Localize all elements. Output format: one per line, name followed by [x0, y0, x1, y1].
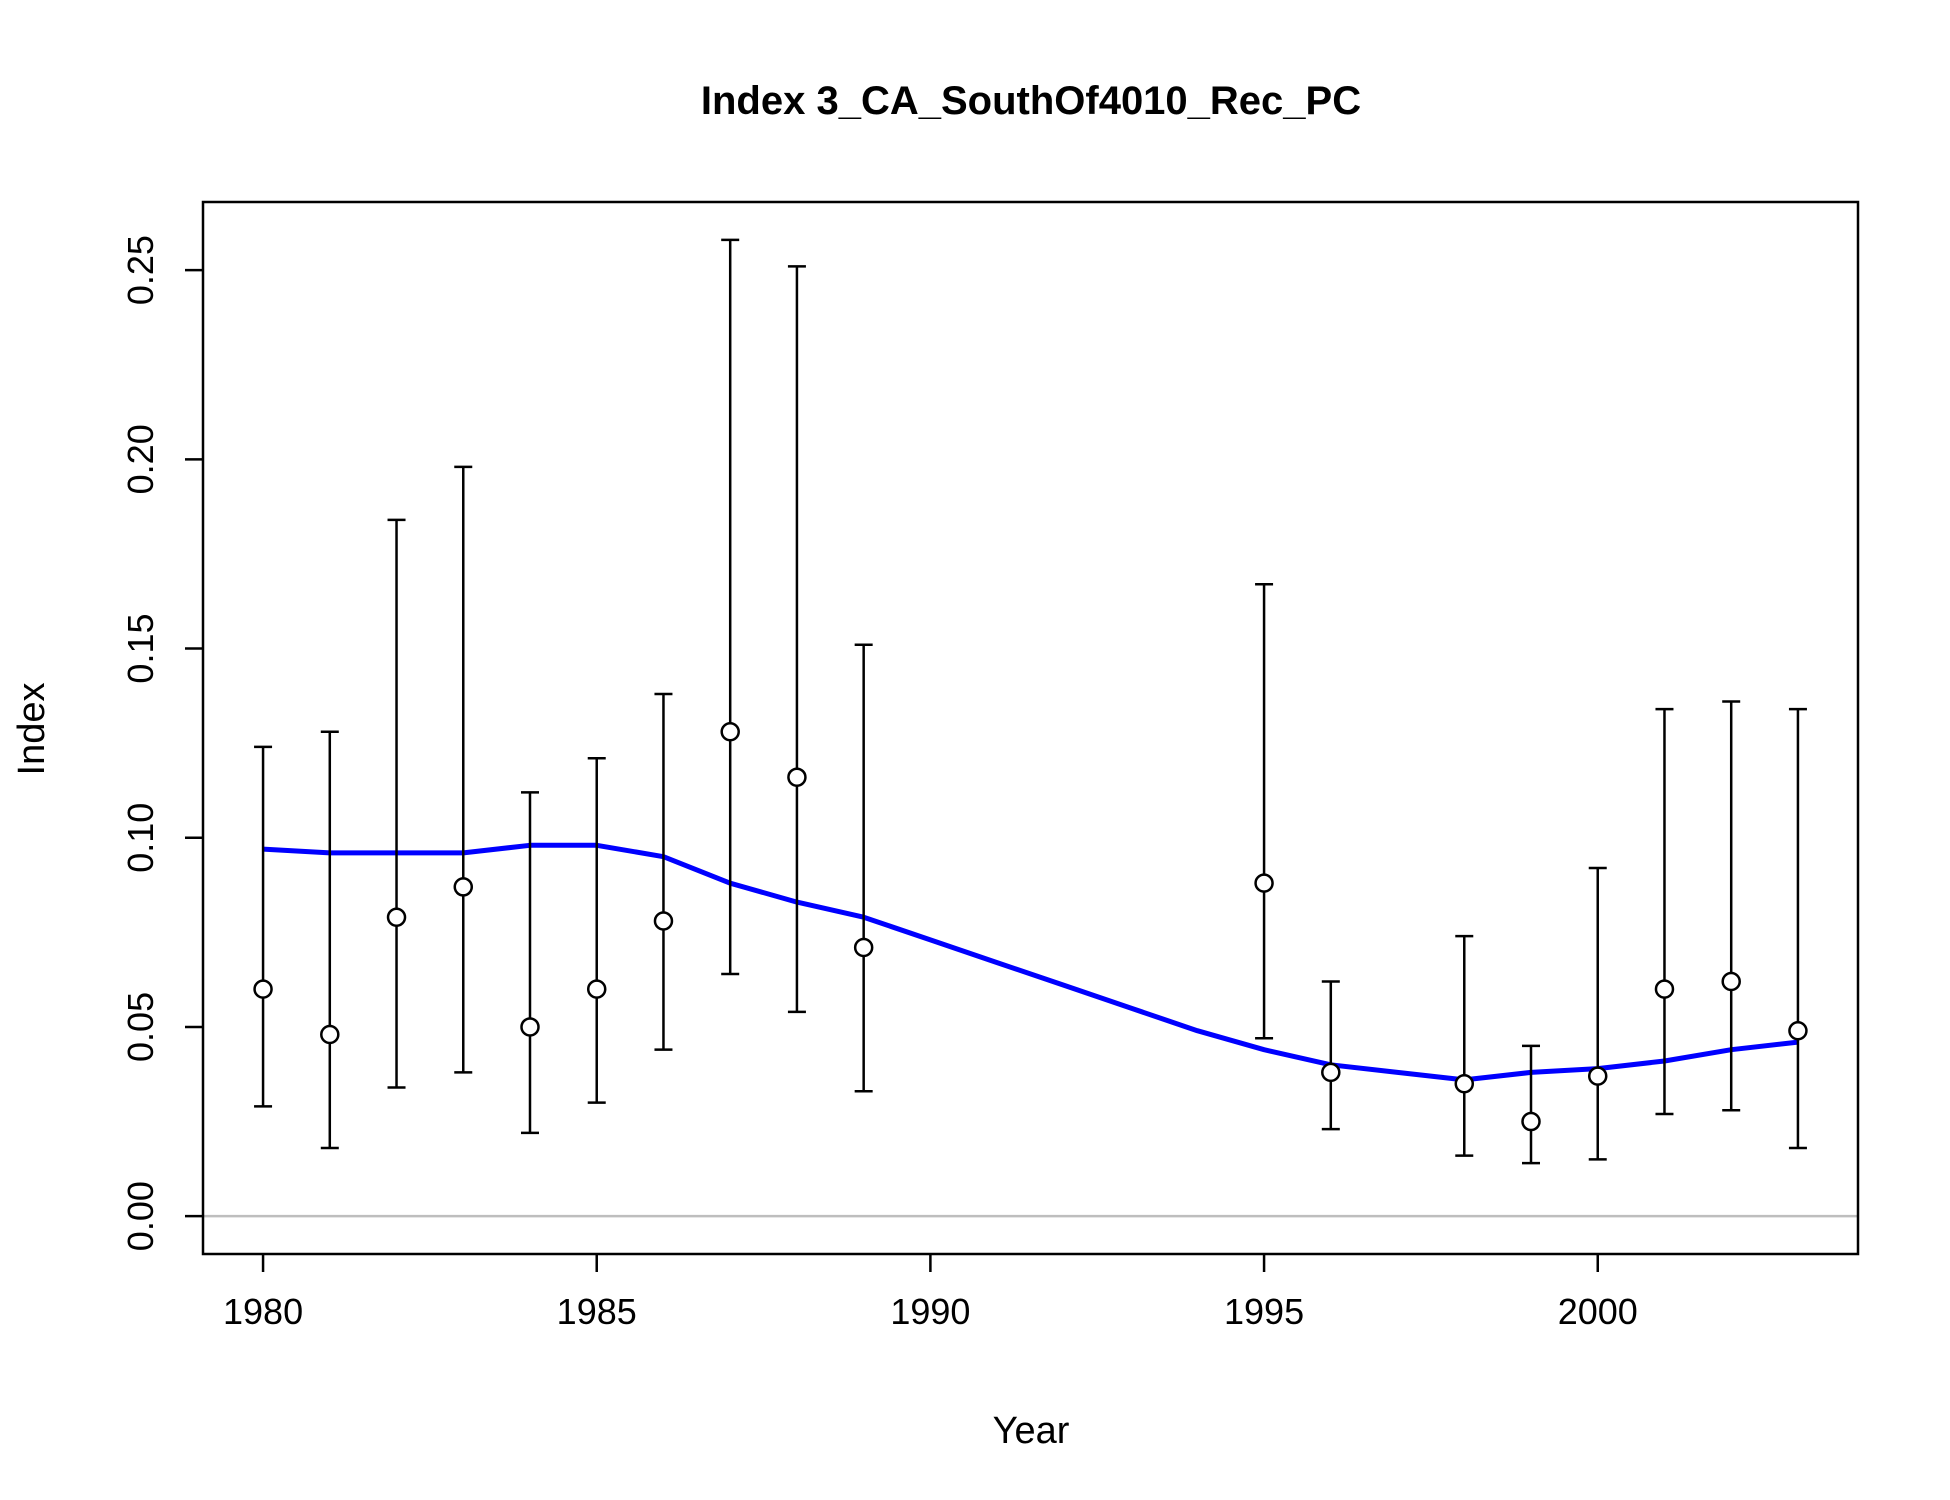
x-axis-label: Year — [993, 1410, 1070, 1452]
x-tick-label: 2000 — [1558, 1291, 1638, 1332]
observed-point — [1321, 1062, 1341, 1083]
plot-frame — [201, 200, 1860, 1256]
observed-point — [320, 1024, 340, 1045]
observed-point — [1587, 1066, 1608, 1086]
observed-point — [853, 937, 874, 958]
axes-layer: 1980 1985 1990 1995 2000 0.00 0.05 0.10 0.15 0.20… — [120, 235, 1638, 1332]
observed-point — [1788, 1020, 1808, 1041]
observed-point-layer — [253, 722, 1808, 1132]
observed-point — [1654, 979, 1675, 999]
chart-title: Index 3_CA_SouthOf4010_Rec_PC — [701, 79, 1361, 123]
observed-point — [787, 767, 807, 787]
observed-point — [520, 1017, 540, 1037]
expected-index-line — [262, 842, 1799, 1083]
observed-point — [720, 722, 740, 742]
x-tick-label: 1980 — [223, 1291, 303, 1332]
y-tick-label: 0.00 — [120, 1181, 161, 1251]
y-tick-label: 0.05 — [120, 992, 161, 1062]
observed-point — [1254, 873, 1274, 893]
expected-line-layer — [262, 842, 1799, 1083]
observed-point — [1521, 1111, 1541, 1132]
y-tick-label: 0.15 — [120, 613, 161, 683]
observed-point — [253, 979, 273, 999]
observed-point — [453, 877, 474, 897]
y-axis-label: Index — [11, 683, 53, 776]
observed-point — [586, 979, 607, 999]
x-tick-label: 1995 — [1224, 1291, 1304, 1332]
y-tick-label: 0.20 — [120, 424, 161, 494]
y-tick-label: 0.10 — [120, 803, 161, 873]
x-tick-label: 1990 — [890, 1291, 970, 1332]
y-tick-label: 0.25 — [120, 235, 161, 305]
observed-point — [1454, 1073, 1475, 1094]
observed-point — [1721, 971, 1741, 992]
x-tick-label: 1985 — [557, 1291, 637, 1332]
error-bar-layer — [254, 238, 1807, 1165]
observed-point — [653, 911, 674, 931]
observed-point — [386, 907, 407, 927]
